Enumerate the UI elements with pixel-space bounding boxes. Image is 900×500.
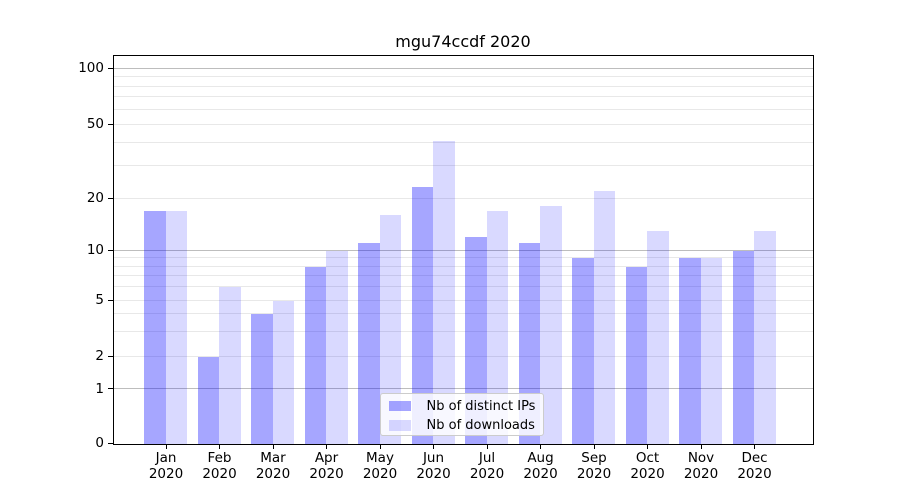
x-tick-mark-jun xyxy=(433,444,435,449)
x-tick-mark-mar xyxy=(272,444,274,449)
y-tick-mark-20 xyxy=(108,197,113,199)
gridline-minor-8 xyxy=(113,265,813,267)
y-tick-label-2: 2 xyxy=(95,348,104,364)
bar-distinct-ips-nov xyxy=(679,258,701,444)
bar-downloads-jul xyxy=(486,210,508,444)
gridline-minor-3 xyxy=(113,330,813,332)
gridline-minor-90 xyxy=(113,76,813,78)
gridline-minor-40 xyxy=(113,141,813,143)
gridline-major-1 xyxy=(113,388,813,389)
bar-distinct-ips-sep xyxy=(572,258,594,444)
bar-distinct-ips-oct xyxy=(625,266,647,444)
legend-entry-downloads: Nb of downloads xyxy=(388,417,543,434)
x-tick-label-jan: Jan 2020 xyxy=(148,450,184,482)
x-tick-mark-jan xyxy=(165,444,167,449)
bar-downloads-jan xyxy=(165,210,187,444)
gridline-minor-50 xyxy=(113,123,813,125)
bar-distinct-ips-dec xyxy=(732,250,754,444)
legend-label-distinct-ips: Nb of distinct IPs xyxy=(426,398,536,414)
x-tick-label-jul: Jul 2020 xyxy=(469,450,505,482)
x-tick-mark-jul xyxy=(486,444,488,449)
legend: Nb of distinct IPs Nb of downloads xyxy=(379,392,544,436)
y-tick-label-1: 1 xyxy=(95,380,104,397)
y-tick-mark-100 xyxy=(108,67,113,69)
gridline-minor-60 xyxy=(113,108,813,110)
bar-downloads-feb xyxy=(219,287,241,444)
y-tick-mark-0 xyxy=(108,442,113,444)
gridline-minor-80 xyxy=(113,85,813,87)
y-tick-label-20: 20 xyxy=(86,190,104,206)
bar-distinct-ips-jun xyxy=(411,187,433,444)
gridline-minor-7 xyxy=(113,275,813,277)
legend-label-downloads: Nb of downloads xyxy=(426,418,535,433)
plot-area: Nb of distinct IPs Nb of downloads xyxy=(112,54,814,445)
x-tick-label-apr: Apr 2020 xyxy=(309,450,344,482)
bar-distinct-ips-jan xyxy=(144,210,166,444)
bars-layer xyxy=(114,56,813,444)
x-tick-mark-apr xyxy=(326,444,328,449)
bar-downloads-aug xyxy=(540,206,562,444)
bar-downloads-oct xyxy=(647,230,669,444)
x-tick-mark-dec xyxy=(754,444,756,449)
gridline-major-100 xyxy=(113,67,813,69)
x-tick-mark-feb xyxy=(219,444,221,449)
y-tick-mark-2 xyxy=(108,355,113,357)
bar-downloads-nov xyxy=(700,258,722,444)
bar-downloads-apr xyxy=(326,250,348,444)
x-tick-mark-oct xyxy=(647,444,649,449)
gridline-minor-9 xyxy=(113,257,813,259)
x-tick-label-sep: Sep 2020 xyxy=(576,450,612,482)
y-tick-label-0: 0 xyxy=(95,435,104,451)
x-tick-label-may: May 2020 xyxy=(362,450,398,482)
gridline-major-10 xyxy=(113,249,813,251)
bar-downloads-jun xyxy=(433,140,455,444)
gridline-minor-6 xyxy=(113,286,813,288)
x-tick-label-aug: Aug 2020 xyxy=(523,450,558,482)
x-tick-label-dec: Dec 2020 xyxy=(737,450,772,482)
x-tick-mark-aug xyxy=(540,444,542,449)
gridline-minor-2 xyxy=(113,355,813,357)
bar-distinct-ips-jul xyxy=(465,236,487,444)
x-tick-label-oct: Oct 2020 xyxy=(630,450,665,482)
gridline-minor-4 xyxy=(113,313,813,315)
gridline-minor-30 xyxy=(113,164,813,166)
y-tick-mark-50 xyxy=(108,123,113,125)
gridline-minor-5 xyxy=(113,299,813,301)
y-tick-label-5: 5 xyxy=(95,292,104,308)
x-tick-label-jun: Jun 2020 xyxy=(416,450,451,482)
x-tick-mark-nov xyxy=(700,444,702,449)
x-tick-label-feb: Feb 2020 xyxy=(202,450,237,482)
gridline-minor-20 xyxy=(113,197,813,199)
x-tick-label-nov: Nov 2020 xyxy=(683,450,719,482)
x-tick-mark-may xyxy=(379,444,381,449)
x-tick-mark-sep xyxy=(593,444,595,449)
y-tick-label-50: 50 xyxy=(86,116,104,132)
legend-entry-distinct-ips: Nb of distinct IPs xyxy=(388,398,543,415)
y-tick-mark-5 xyxy=(108,299,113,301)
y-tick-label-100: 100 xyxy=(78,60,104,76)
gridline-minor-70 xyxy=(113,96,813,98)
y-tick-mark-10 xyxy=(108,249,113,251)
bar-distinct-ips-mar xyxy=(251,314,273,444)
bar-downloads-sep xyxy=(593,190,615,444)
y-tick-mark-1 xyxy=(108,388,113,390)
chart-title: mgu74ccdf 2020 xyxy=(395,32,531,51)
bar-downloads-may xyxy=(379,215,401,444)
bar-distinct-ips-apr xyxy=(304,266,326,444)
bar-downloads-dec xyxy=(754,230,776,444)
bar-distinct-ips-feb xyxy=(197,356,219,444)
x-tick-label-mar: Mar 2020 xyxy=(255,450,291,482)
y-tick-label-10: 10 xyxy=(86,242,104,258)
bar-downloads-mar xyxy=(272,300,294,444)
legend-swatch-distinct-ips xyxy=(388,400,411,412)
legend-swatch-downloads xyxy=(388,420,411,431)
gridlines-layer xyxy=(113,56,813,444)
bar-distinct-ips-may xyxy=(358,243,380,444)
